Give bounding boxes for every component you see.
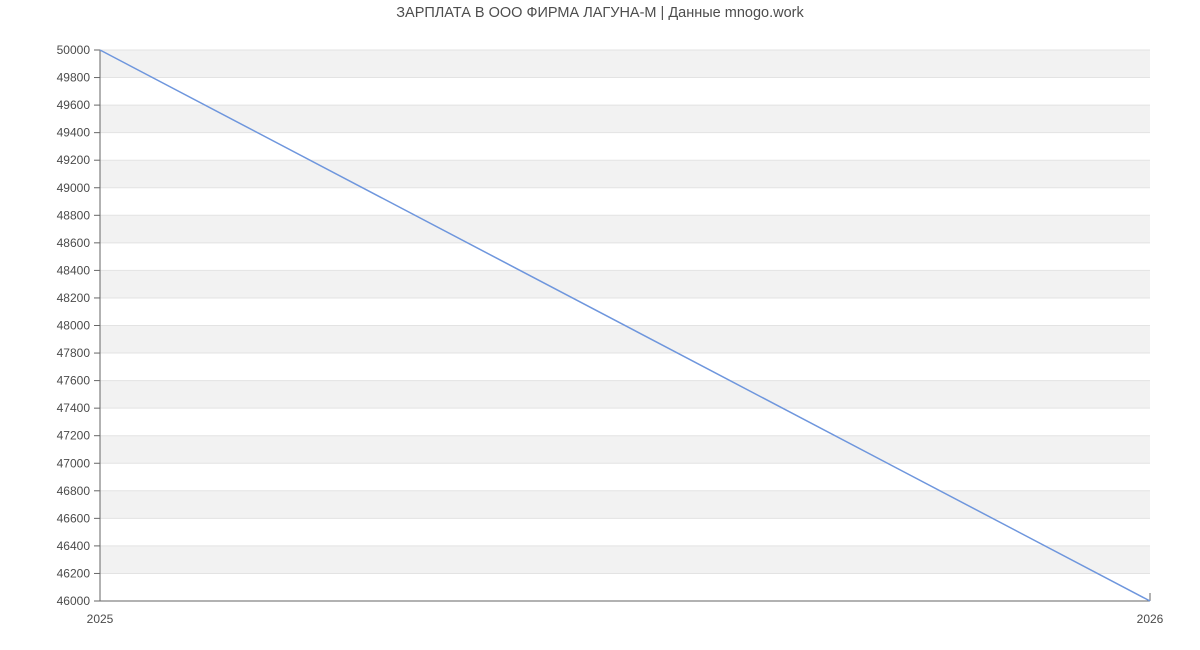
svg-text:47800: 47800 xyxy=(57,346,91,360)
svg-text:46600: 46600 xyxy=(57,511,91,525)
svg-text:46400: 46400 xyxy=(57,539,91,553)
svg-text:47200: 47200 xyxy=(57,429,91,443)
svg-text:49000: 49000 xyxy=(57,181,91,195)
svg-text:50000: 50000 xyxy=(57,43,91,57)
svg-text:49800: 49800 xyxy=(57,71,91,85)
svg-text:49200: 49200 xyxy=(57,153,91,167)
svg-text:47000: 47000 xyxy=(57,456,91,470)
svg-text:47600: 47600 xyxy=(57,374,91,388)
svg-text:2026: 2026 xyxy=(1137,612,1164,626)
svg-text:48000: 48000 xyxy=(57,319,91,333)
svg-text:48800: 48800 xyxy=(57,208,91,222)
svg-text:46200: 46200 xyxy=(57,566,91,580)
svg-text:48400: 48400 xyxy=(57,263,91,277)
svg-text:2025: 2025 xyxy=(87,612,114,626)
svg-text:48600: 48600 xyxy=(57,236,91,250)
svg-text:46800: 46800 xyxy=(57,484,91,498)
svg-text:48200: 48200 xyxy=(57,291,91,305)
svg-text:49400: 49400 xyxy=(57,126,91,140)
svg-text:46000: 46000 xyxy=(57,594,91,608)
svg-text:49600: 49600 xyxy=(57,98,91,112)
svg-text:47400: 47400 xyxy=(57,401,91,415)
